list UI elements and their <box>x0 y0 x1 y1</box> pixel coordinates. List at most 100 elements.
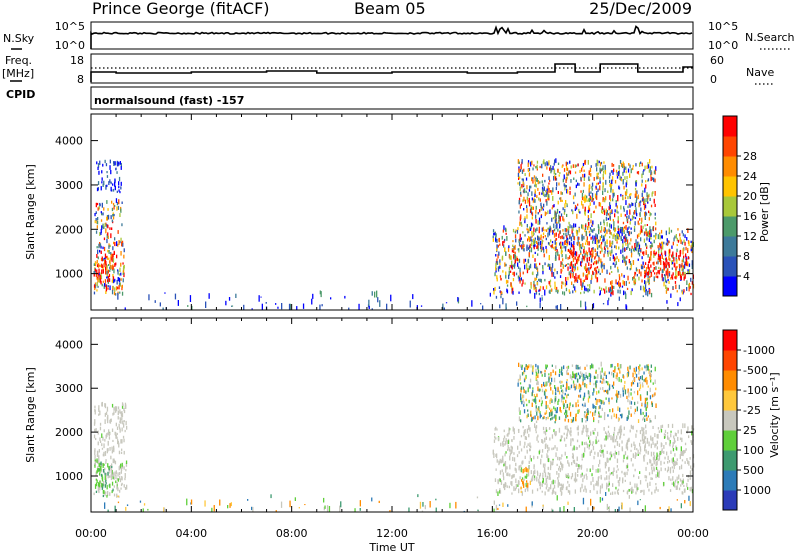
echo-cell <box>320 291 322 298</box>
echo-cell <box>661 243 664 247</box>
echo-cell <box>572 373 574 378</box>
echo-cell <box>527 443 529 446</box>
echo-cell <box>641 217 643 223</box>
echo-cell <box>569 224 571 229</box>
echo-cell <box>546 396 548 399</box>
echo-cell <box>606 269 608 275</box>
echo-cell <box>626 471 628 476</box>
echo-cell <box>516 454 519 458</box>
echo-cell <box>565 287 568 292</box>
echo-cell <box>681 437 683 443</box>
echo-cell <box>530 247 533 253</box>
echo-cell <box>548 194 550 199</box>
echo-cell <box>573 478 576 482</box>
echo-cell <box>422 502 424 507</box>
echo-cell <box>603 161 605 164</box>
echo-cell <box>664 456 666 460</box>
echo-cell <box>642 198 644 202</box>
echo-cell <box>644 415 646 418</box>
echo-cell <box>521 178 523 181</box>
echo-cell <box>548 266 551 270</box>
echo-cell <box>548 176 550 181</box>
echo-cell <box>689 473 692 476</box>
echo-cell <box>559 468 561 473</box>
echo-cell <box>654 178 656 183</box>
echo-cell <box>549 289 551 294</box>
nsky-panel: N.Sky 10^5 10^0 10^5 10^0 N.Search <box>3 20 795 52</box>
echo-cell <box>556 407 558 410</box>
echo-cell <box>557 289 559 293</box>
echo-cell <box>630 218 632 221</box>
echo-cell <box>609 215 611 220</box>
echo-cell <box>506 289 509 294</box>
echo-cell <box>646 401 649 407</box>
echo-cell <box>542 267 544 273</box>
echo-cell <box>101 283 103 287</box>
echo-cell <box>644 187 646 193</box>
echo-cell <box>526 185 528 190</box>
echo-cell <box>585 287 587 292</box>
colorbar-tick-label: 24 <box>743 170 757 183</box>
echo-cell <box>412 294 414 300</box>
echo-cell <box>555 255 557 259</box>
echo-cell <box>556 249 558 253</box>
echo-cell <box>671 274 673 279</box>
echo-cell <box>585 429 587 432</box>
echo-cell <box>549 285 552 288</box>
echo-cell <box>542 173 544 177</box>
echo-cell <box>608 401 610 405</box>
echo-cell <box>539 240 542 246</box>
echo-cell <box>525 506 527 512</box>
echo-cell <box>542 183 544 187</box>
echo-cell <box>615 245 617 250</box>
echo-cell <box>536 164 538 170</box>
echo-cell <box>650 170 652 175</box>
echo-cell <box>618 236 620 240</box>
echo-cell <box>682 453 684 457</box>
echo-cell <box>615 393 617 397</box>
echo-cell <box>595 376 597 379</box>
echo-cell <box>105 459 107 462</box>
echo-cell <box>608 387 611 391</box>
echo-cell <box>340 501 342 508</box>
echo-cell <box>558 416 561 420</box>
echo-cell <box>99 202 101 206</box>
echo-cell <box>571 244 573 248</box>
echo-cell <box>532 472 535 477</box>
echo-cell <box>564 186 566 191</box>
echo-cell <box>117 205 120 210</box>
echo-cell <box>516 301 518 306</box>
echo-cell <box>579 389 581 393</box>
echo-cell <box>503 476 505 481</box>
echo-cell <box>570 242 573 248</box>
echo-cell <box>544 388 547 392</box>
echo-cell <box>121 427 123 432</box>
echo-cell <box>574 479 577 483</box>
echo-cell <box>578 236 580 240</box>
echo-cell <box>562 396 564 399</box>
echo-cell <box>523 248 525 252</box>
echo-cell <box>609 230 611 235</box>
echo-cell <box>549 263 551 269</box>
echo-cell <box>586 268 588 273</box>
echo-cell <box>641 427 643 431</box>
echo-cell <box>499 488 501 492</box>
echo-cell <box>601 407 603 411</box>
echo-cell <box>559 230 561 235</box>
echo-cell <box>554 219 557 224</box>
echo-cell <box>645 212 648 216</box>
echo-cell <box>521 245 523 249</box>
echo-cell <box>547 242 550 245</box>
echo-cell <box>655 227 657 231</box>
echo-cell <box>680 276 682 281</box>
echo-cell <box>638 223 640 226</box>
echo-cell <box>99 486 101 491</box>
echo-cell <box>504 453 506 457</box>
echo-cell <box>597 239 600 244</box>
echo-cell <box>646 271 649 275</box>
echo-cell <box>648 259 651 263</box>
echo-cell <box>557 162 560 165</box>
echo-cell <box>549 165 552 171</box>
echo-cell <box>538 478 540 484</box>
